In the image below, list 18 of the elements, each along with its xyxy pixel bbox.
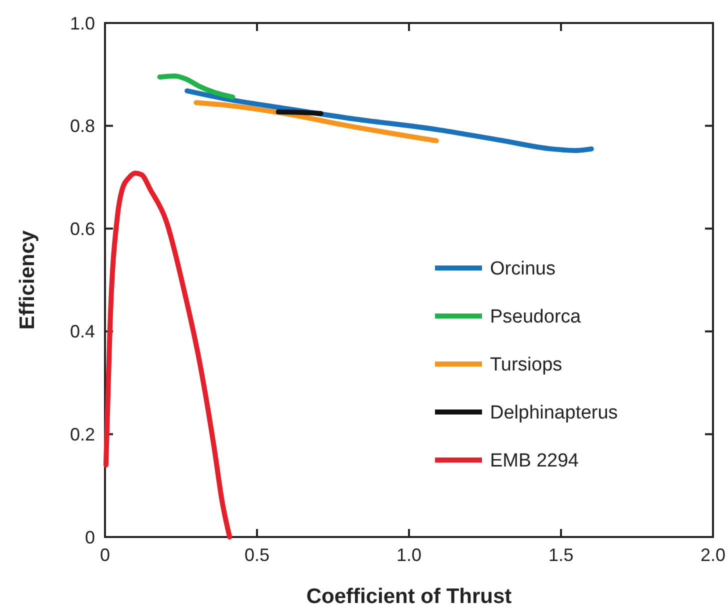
y-tick-label: 0.2 bbox=[70, 424, 95, 444]
y-tick-label: 0.4 bbox=[70, 322, 95, 342]
legend-label: Pseudorca bbox=[490, 306, 582, 328]
x-tick-label: 0 bbox=[100, 545, 110, 565]
legend-label: Tursiops bbox=[490, 354, 562, 376]
x-axis-title: Coefficient of Thrust bbox=[306, 585, 512, 608]
x-tick-label: 0.5 bbox=[244, 545, 270, 565]
y-axis-title: Efficiency bbox=[16, 230, 39, 330]
legend-label: Delphinapterus bbox=[490, 402, 618, 424]
legend-label: Orcinus bbox=[490, 258, 556, 280]
x-tick-label: 1.5 bbox=[548, 545, 574, 565]
x-tick-label: 1.0 bbox=[396, 545, 422, 565]
y-tick-label: 0.8 bbox=[70, 116, 95, 136]
y-tick-label: 0 bbox=[84, 527, 95, 548]
y-tick-label: 1.0 bbox=[70, 13, 95, 34]
legend-label: EMB 2294 bbox=[490, 450, 580, 472]
y-tick-label: 0.6 bbox=[70, 218, 95, 239]
x-tick-label: 2.0 bbox=[700, 545, 726, 565]
